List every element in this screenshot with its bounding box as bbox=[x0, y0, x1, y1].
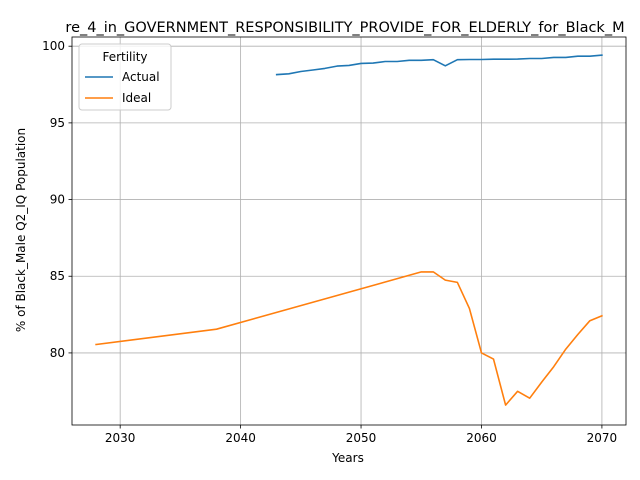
x-tick-label: 2050 bbox=[346, 431, 377, 445]
chart-title: re_4_in_GOVERNMENT_RESPONSIBILITY_PROVID… bbox=[65, 20, 624, 36]
series-line-actual bbox=[275, 54, 603, 76]
legend-title: Fertility bbox=[102, 50, 147, 64]
y-tick-label: 80 bbox=[50, 346, 65, 360]
plot-frame bbox=[71, 36, 627, 426]
legend-label-actual: Actual bbox=[122, 70, 160, 84]
y-axis-label: % of Black_Male Q2_IQ Population bbox=[14, 128, 28, 332]
y-tick-label: 90 bbox=[50, 193, 65, 207]
y-axis-ticks: 80 85 90 95 100 bbox=[42, 39, 72, 360]
legend-label-ideal: Ideal bbox=[122, 91, 151, 105]
y-tick-label: 95 bbox=[50, 116, 65, 130]
y-tick-label: 85 bbox=[50, 269, 65, 283]
x-axis-ticks: 2030 2040 2050 2060 2070 bbox=[105, 425, 617, 445]
series-lines bbox=[95, 54, 603, 406]
legend: Fertility Actual Ideal bbox=[78, 43, 172, 111]
x-tick-label: 2040 bbox=[225, 431, 256, 445]
x-tick-label: 2060 bbox=[466, 431, 497, 445]
x-tick-label: 2070 bbox=[587, 431, 618, 445]
grid bbox=[72, 37, 626, 425]
series-line-ideal bbox=[95, 271, 603, 406]
x-axis-label: Years bbox=[331, 451, 364, 465]
y-tick-label: 100 bbox=[42, 39, 65, 53]
legend-box bbox=[78, 43, 172, 111]
x-tick-label: 2030 bbox=[105, 431, 136, 445]
